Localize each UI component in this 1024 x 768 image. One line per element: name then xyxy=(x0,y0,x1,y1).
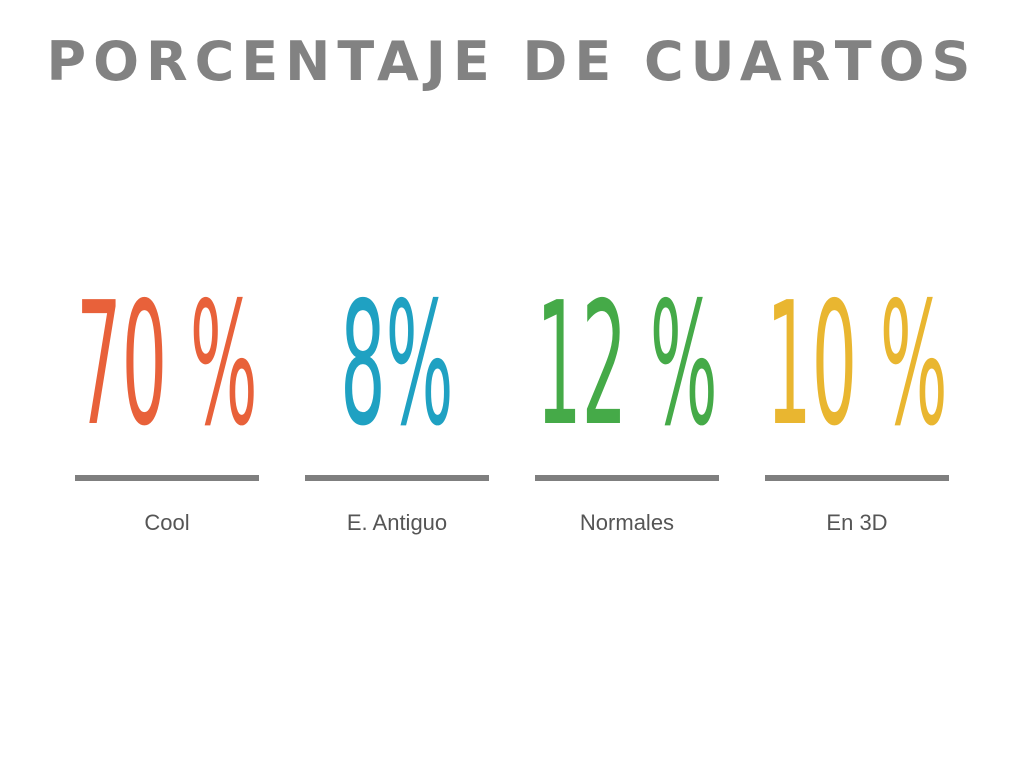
stat-value-box: 70 % xyxy=(75,260,259,450)
stat-value: 12 % xyxy=(536,266,718,464)
stat-value: 70 % xyxy=(76,266,258,464)
slide-title: PORCENTAJE DE CUARTOS xyxy=(46,30,978,93)
stat-label: En 3D xyxy=(826,510,888,535)
stat-value-box: 8% xyxy=(305,260,489,450)
divider xyxy=(305,475,489,481)
divider xyxy=(765,475,949,481)
stat: 10 % En 3D xyxy=(765,260,949,560)
stat: 12 % Normales xyxy=(535,260,719,560)
stat-value-box: 12 % xyxy=(535,260,719,450)
stat: 70 % Cool xyxy=(75,260,259,560)
stat-value: 8% xyxy=(340,266,454,464)
stat-value-box: 10 % xyxy=(765,260,949,450)
divider xyxy=(535,475,719,481)
stat-label: Normales xyxy=(579,510,675,535)
stat-value: 10 % xyxy=(766,266,948,464)
stat-label: E. Antiguo xyxy=(346,510,448,535)
stat-label: Cool xyxy=(144,510,190,535)
divider xyxy=(75,475,259,481)
stat: 8% E. Antiguo xyxy=(305,260,489,560)
